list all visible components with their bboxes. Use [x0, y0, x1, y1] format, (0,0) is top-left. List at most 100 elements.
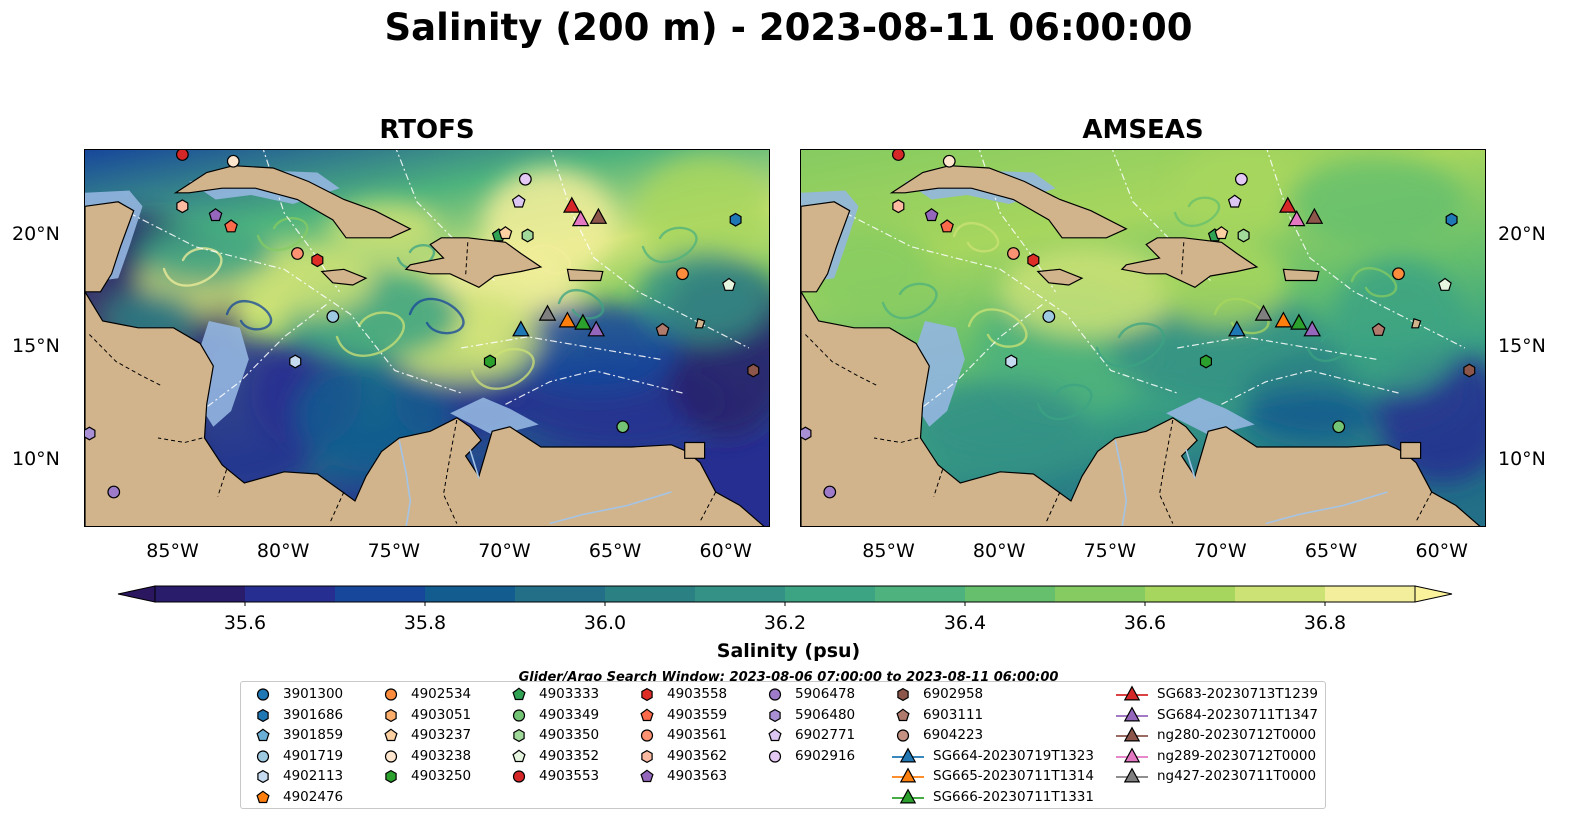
- land-cuba: [173, 165, 412, 239]
- float-4901719: [1042, 310, 1056, 323]
- legend-marker-triangle-icon: [892, 787, 924, 803]
- amseas-map-canvas: [801, 150, 1485, 526]
- legend-item: 4903352: [507, 746, 599, 766]
- land-central-america: [801, 290, 1481, 526]
- legend-item: 4903558: [635, 684, 727, 704]
- legend-label: 4903558: [667, 686, 728, 702]
- legend-label: 3901859: [283, 727, 344, 743]
- amseas-lon-label: 60°W: [1415, 540, 1468, 562]
- legend-label: 6902771: [795, 727, 856, 743]
- legend-label: 5906478: [795, 686, 856, 702]
- colorbar-segment: [1325, 586, 1416, 602]
- colorbar-segment: [965, 586, 1056, 602]
- colorbar-segment: [425, 586, 516, 602]
- glider-ng280-20230712T0000: [1305, 207, 1324, 224]
- rtofs-lon-label: 60°W: [699, 540, 752, 562]
- float-4903562: [892, 199, 905, 214]
- rtofs-panel-title: RTOFS: [379, 115, 475, 145]
- float-4903237: [1214, 226, 1229, 240]
- land-masses: [85, 165, 765, 526]
- legend-item: 4903333: [507, 684, 599, 704]
- land-hispaniola: [404, 237, 543, 288]
- land-central-america: [85, 290, 765, 526]
- legend-label: 3901300: [283, 686, 344, 702]
- land-cuba: [889, 165, 1128, 239]
- country-borders: [805, 242, 1433, 524]
- legend-label: SG684-20230711T1347: [1157, 706, 1318, 723]
- amseas-lon-label: 70°W: [1194, 540, 1247, 562]
- glider-ng289-20230712T0000: [571, 210, 590, 227]
- float-4903350: [521, 228, 534, 243]
- land-masses: [801, 165, 1481, 526]
- legend-item: 6902916: [763, 746, 855, 766]
- land-jamaica: [320, 268, 368, 286]
- float-6902916: [518, 172, 532, 186]
- amseas-panel-title: AMSEAS: [1082, 115, 1204, 145]
- legend-label: 4903349: [539, 706, 600, 723]
- float-5906478: [823, 485, 837, 499]
- legend-item: SG666-20230711T1331: [891, 787, 1094, 807]
- float-4902113: [1005, 354, 1018, 369]
- glider-SG664-20230719T1323: [1228, 320, 1246, 337]
- legend-marker-circle-icon: [384, 749, 398, 763]
- legend-item: 4903562: [635, 746, 727, 766]
- float-4903238: [226, 154, 240, 168]
- float-4903562: [176, 199, 189, 214]
- rtofs-map-canvas: [85, 150, 769, 526]
- legend-label: 4903350: [539, 727, 600, 743]
- glider-SG666-20230711T1331: [574, 313, 592, 330]
- land-yucatan: [801, 201, 851, 293]
- legend-item: SG683-20230713T1239: [1115, 684, 1318, 704]
- float-4903561: [1007, 247, 1020, 260]
- land-trinidad: [1400, 441, 1422, 459]
- legend-item: 4903563: [635, 766, 727, 786]
- colorbar-segment: [1055, 586, 1146, 602]
- legend-marker-hexagon-icon: [257, 708, 269, 722]
- float-4902534: [676, 267, 689, 281]
- float-4903563: [924, 208, 939, 222]
- figure-title: Salinity (200 m) - 2023-08-11 06:00:00: [384, 6, 1193, 49]
- land-jamaica: [1036, 268, 1084, 286]
- glider-ng427-20230711T0000: [1254, 304, 1273, 321]
- colorbar-segment: [695, 586, 786, 602]
- legend-marker-circle-icon: [896, 729, 910, 742]
- amseas-lon-label: 85°W: [862, 540, 915, 562]
- colorbar-extend-low: [117, 585, 156, 603]
- float-6902916: [1234, 172, 1248, 186]
- legend-item: 4903559: [635, 705, 727, 725]
- colorbar-segment: [515, 586, 606, 602]
- colorbar-tick-label: 36.0: [583, 612, 627, 634]
- legend-marker-circle-icon: [512, 770, 526, 783]
- lat-label-right: 15°N: [1498, 335, 1546, 357]
- legend-label: 5906480: [795, 706, 856, 723]
- float-5906480: [85, 426, 96, 441]
- float-6903111: [1371, 322, 1386, 336]
- float-4903350: [1237, 228, 1250, 243]
- legend-marker-triangle-icon: [1116, 767, 1148, 783]
- float-4903349: [1332, 420, 1346, 434]
- legend-item: ng280-20230712T0000: [1115, 725, 1316, 745]
- float-4902534: [1392, 267, 1405, 281]
- rtofs-lon-label: 80°W: [256, 540, 310, 562]
- legend-marker-circle-icon: [256, 688, 270, 701]
- colorbar-tick-label: 36.8: [1303, 612, 1347, 634]
- legend-item: SG665-20230711T1314: [891, 766, 1094, 786]
- legend-item: 4903051: [379, 705, 471, 725]
- float-4903553: [175, 150, 189, 161]
- colorbar-segment: [245, 586, 336, 602]
- legend-marker-triangle-icon: [1116, 726, 1148, 742]
- colorbar: [117, 585, 1453, 606]
- legend-label: 6902958: [923, 686, 984, 702]
- legend-item: 6904223: [891, 725, 983, 745]
- legend-label: 3901686: [283, 706, 344, 723]
- glider-SG684-20230711T1347: [587, 320, 606, 337]
- legend-item: 4902534: [379, 684, 471, 704]
- rtofs-lon-label: 70°W: [478, 540, 531, 562]
- colorbar-segment: [605, 586, 696, 602]
- legend-marker-hexagon-icon: [513, 728, 525, 743]
- legend-marker-hexagon-icon: [385, 708, 397, 722]
- legend-label: ng427-20230711T0000: [1157, 768, 1317, 784]
- float-4902113: [289, 354, 302, 369]
- rtofs-lon-label: 65°W: [588, 540, 642, 562]
- legend-label: 4903237: [411, 727, 472, 743]
